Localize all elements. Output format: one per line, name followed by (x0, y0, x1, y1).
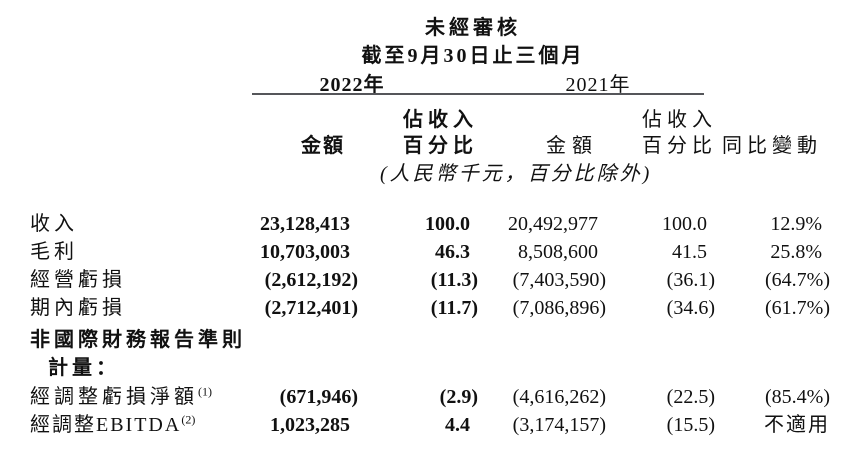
pct-2021-cell: (22.5) (666, 386, 715, 408)
table-row-gross-profit: 毛利 10,703,003 46.3 8,508,600 41.5 25.8% (0, 241, 846, 263)
footnote-1-marker: (1) (198, 384, 212, 399)
header-amount-2022: 金額 (301, 135, 345, 157)
table-row-operating-loss: 經營虧損 (2,612,192) (11.3) (7,403,590) (36.… (0, 269, 846, 291)
yoy-cell: 25.8% (770, 241, 822, 263)
pct-2022-cell: 100.0 (425, 213, 470, 235)
row-label: 經營虧損 (30, 269, 126, 291)
table-row-adjusted-ebitda: 經調整EBITDA(2) 1,023,285 4.4 (3,174,157) (… (0, 412, 846, 436)
column-year-2021: 2021年 (565, 74, 631, 96)
pct-2022-cell: 46.3 (435, 241, 470, 263)
amount-2021-cell: 20,492,977 (508, 213, 598, 235)
pct-2021-cell: 41.5 (672, 241, 707, 263)
header-rule (252, 93, 704, 95)
amount-2021-cell: 8,508,600 (518, 241, 598, 263)
header-pct-revenue-2021-line2: 百分比 (642, 135, 717, 157)
section-header-non-ifrs-line1: 非國際財務報告準則 (0, 329, 846, 351)
pct-2021-cell: (34.6) (666, 297, 715, 319)
amount-2022-cell: 23,128,413 (260, 213, 350, 235)
amount-2022-cell: (2,712,401) (264, 297, 358, 319)
pct-2022-cell: (11.3) (430, 269, 478, 291)
amount-2021-cell: (4,616,262) (512, 386, 606, 408)
pct-2021-cell: (15.5) (666, 414, 715, 436)
pct-2021-cell: (36.1) (666, 269, 715, 291)
pct-2022-cell: (11.7) (430, 297, 478, 319)
footnote-2-marker: (2) (181, 412, 196, 427)
header-pct-revenue-2022-line1: 佔收入 (403, 109, 478, 131)
table-title-unaudited: 未經審核 (425, 17, 521, 39)
pct-2021-cell: 100.0 (662, 213, 707, 235)
amount-2021-cell: (3,174,157) (512, 414, 606, 436)
header-pct-revenue-2022-line2: 百分比 (403, 135, 478, 157)
row-label: 經調整虧損淨額(1) (30, 384, 212, 408)
yoy-cell: 不適用 (764, 414, 830, 436)
column-year-2022: 2022年 (319, 74, 385, 96)
yoy-cell: 12.9% (770, 213, 822, 235)
header-yoy-change: 同比變動 (722, 135, 822, 157)
header-amount-2021: 金額 (546, 135, 598, 157)
row-label: 收入 (30, 213, 78, 235)
section-label: 非國際財務報告準則 (30, 329, 246, 351)
amount-2022-cell: (671,946) (279, 386, 358, 408)
amount-2022-cell: 10,703,003 (260, 241, 350, 263)
unit-note: (人民幣千元，百分比除外) (380, 163, 653, 185)
section-label: 計量： (48, 357, 120, 379)
section-header-non-ifrs-line2: 計量： (0, 357, 846, 379)
yoy-cell: (64.7%) (765, 269, 830, 291)
yoy-cell: (61.7%) (765, 297, 830, 319)
row-label: 經調整EBITDA(2) (30, 412, 196, 436)
table-row-period-loss: 期內虧損 (2,712,401) (11.7) (7,086,896) (34.… (0, 297, 846, 319)
row-label: 期內虧損 (30, 297, 126, 319)
header-pct-revenue-2021-line1: 佔收入 (642, 109, 717, 131)
table-title-period: 截至9月30日止三個月 (361, 45, 585, 67)
yoy-cell: (85.4%) (765, 386, 830, 408)
amount-2022-cell: 1,023,285 (270, 414, 350, 436)
pct-2022-cell: 4.4 (445, 414, 470, 436)
amount-2022-cell: (2,612,192) (264, 269, 358, 291)
amount-2021-cell: (7,403,590) (512, 269, 606, 291)
table-row-adjusted-net-loss: 經調整虧損淨額(1) (671,946) (2.9) (4,616,262) (… (0, 384, 846, 408)
table-row-revenue: 收入 23,128,413 100.0 20,492,977 100.0 12.… (0, 213, 846, 235)
row-label: 毛利 (30, 241, 78, 263)
pct-2022-cell: (2.9) (439, 386, 478, 408)
amount-2021-cell: (7,086,896) (512, 297, 606, 319)
